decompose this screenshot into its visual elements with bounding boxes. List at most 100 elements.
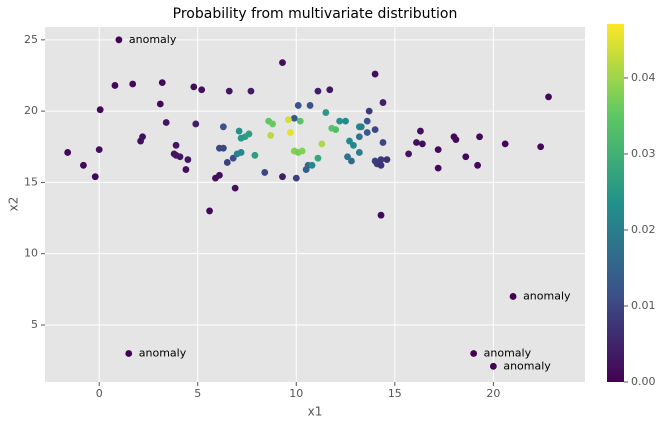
point [96,106,104,114]
point [365,107,373,115]
point [377,211,385,219]
point [501,140,509,148]
point [452,136,460,144]
point [279,173,286,181]
point [363,129,371,136]
point [251,151,259,159]
point [509,293,517,300]
point [64,149,72,156]
point [346,137,353,145]
colorbar-tick-label: 0.02 [631,223,656,236]
point [80,161,87,169]
point [294,102,302,109]
point [417,127,424,135]
point [235,127,243,135]
point [537,143,545,151]
point [371,70,379,78]
point [184,156,192,163]
y-tick-label: 10 [24,247,38,260]
point [470,350,478,357]
point [237,134,245,142]
point [245,130,253,138]
point [363,117,371,125]
point [383,156,391,163]
point [308,161,316,169]
point [344,153,351,161]
point [302,166,310,173]
y-tick-label: 5 [31,318,38,331]
x-tick-label: 0 [96,387,103,400]
point [198,86,206,94]
point [377,156,385,163]
point [377,161,385,169]
point [332,126,340,134]
point [286,129,294,136]
point [462,153,470,161]
point [219,123,227,131]
x-tick-label: 20 [486,387,500,400]
point [115,36,123,44]
point [371,126,379,134]
point [219,144,227,152]
point [267,131,275,139]
point [284,116,292,124]
point [216,171,223,179]
point [229,154,237,162]
point [192,120,200,128]
point [298,147,306,155]
point [225,87,233,95]
point [182,166,190,173]
colorbar-tick-label: 0.01 [631,299,656,312]
point [355,149,363,156]
point [162,119,170,126]
point [292,174,300,182]
point [231,184,239,192]
point [545,93,552,101]
annotation: anomaly [503,359,551,372]
point [336,117,344,125]
point [350,141,357,149]
point [434,164,442,172]
point [314,154,322,162]
y-tick-label: 20 [24,104,38,117]
plot-area [45,27,585,382]
x-tick-label: 10 [289,387,303,400]
point [158,79,166,87]
chart-title: Probability from multivariate distributi… [173,6,458,22]
colorbar-tick-label: 0.04 [631,71,656,84]
point [342,117,349,125]
annotation: anomaly [484,346,532,359]
point [111,82,119,89]
point [379,139,387,146]
point [129,80,137,88]
point [355,133,363,141]
point [434,146,442,154]
point [190,83,198,91]
point [476,133,483,141]
point [322,109,330,116]
x-axis-label: x1 [308,405,323,419]
x-tick-label: 15 [388,387,402,400]
point [348,157,355,165]
annotation: anomaly [523,289,571,302]
y-tick-label: 25 [24,33,38,46]
point [314,87,322,95]
point [279,59,286,67]
point [261,169,269,176]
point [326,86,334,94]
colorbar-tick-label: 0.03 [631,147,656,160]
point [91,173,99,181]
point [206,207,213,215]
point [357,123,365,131]
point [419,140,426,148]
point [223,159,231,166]
x-tick-label: 5 [194,387,201,400]
point [489,362,497,370]
point [125,350,133,357]
point [176,153,184,161]
y-axis-label: x2 [7,197,21,212]
annotation: anomaly [129,33,177,46]
annotation: anomaly [139,346,187,359]
point [233,150,241,158]
colorbar [607,24,624,382]
